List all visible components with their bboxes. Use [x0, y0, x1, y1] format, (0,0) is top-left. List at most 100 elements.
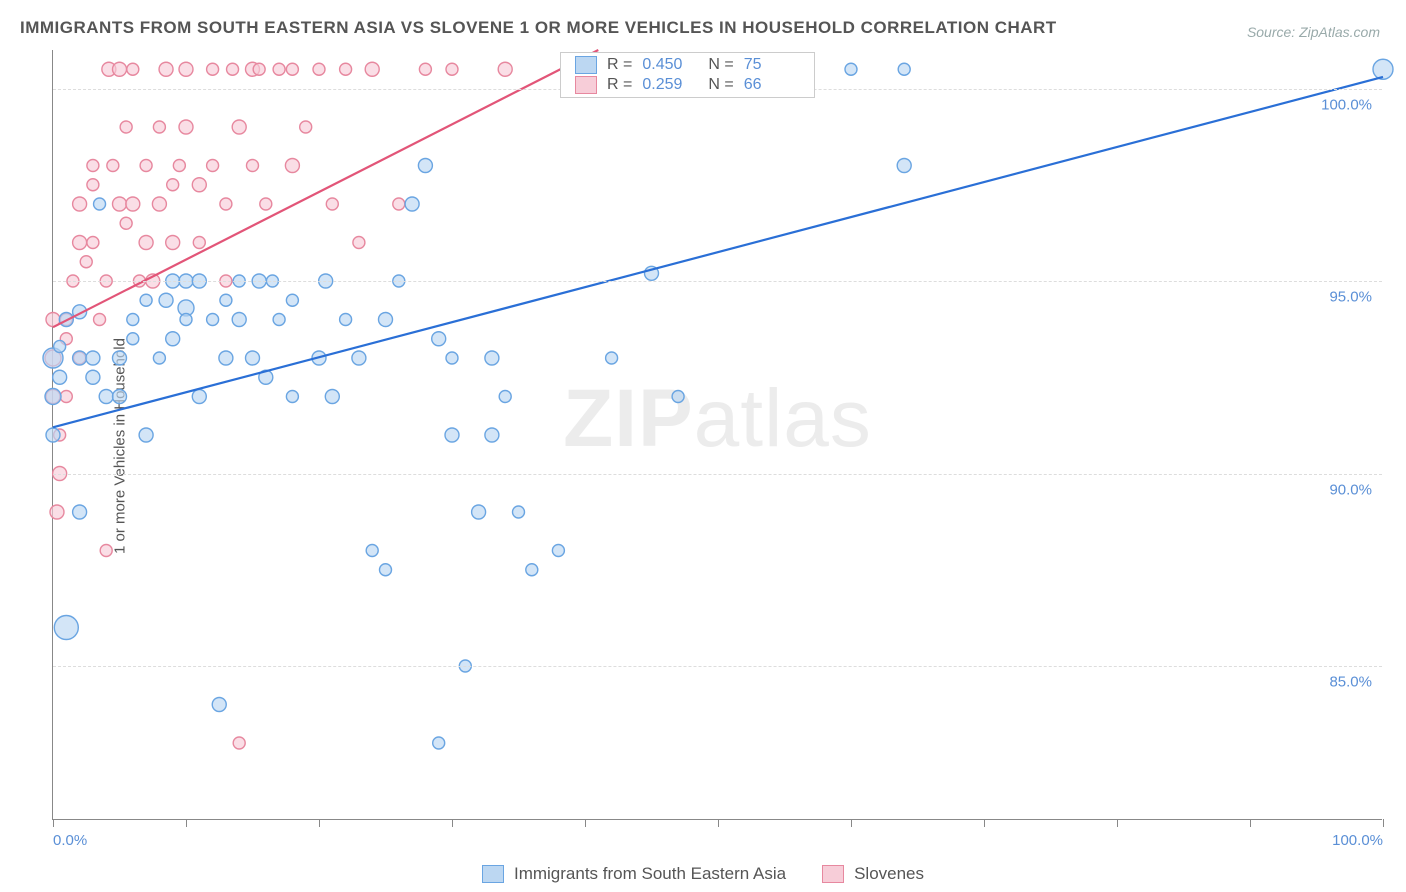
x-tick — [53, 819, 54, 827]
legend-row-series-1: R = 0.259 N = 66 — [561, 75, 814, 95]
swatch-series-0-bottom — [482, 865, 504, 883]
chart-title: IMMIGRANTS FROM SOUTH EASTERN ASIA VS SL… — [20, 18, 1057, 38]
data-point — [366, 545, 378, 557]
data-point — [418, 159, 432, 173]
data-point — [86, 351, 100, 365]
data-point — [127, 314, 139, 326]
data-point — [606, 352, 618, 364]
data-point — [87, 179, 99, 191]
data-point — [220, 294, 232, 306]
trend-line — [53, 77, 1383, 427]
data-point — [120, 121, 132, 133]
data-point — [432, 332, 446, 346]
data-point — [113, 62, 127, 76]
n-label: N = — [708, 76, 733, 94]
data-point — [100, 545, 112, 557]
data-point — [127, 63, 139, 75]
data-point — [485, 428, 499, 442]
source-credit: Source: ZipAtlas.com — [1247, 24, 1380, 40]
data-point — [247, 160, 259, 172]
plot-area: ZIPatlas 85.0%90.0%95.0%100.0%0.0%100.0% — [52, 50, 1382, 820]
y-tick-label: 90.0% — [1329, 481, 1372, 498]
r-label: R = — [607, 56, 632, 74]
data-point — [273, 314, 285, 326]
data-point — [94, 314, 106, 326]
data-point — [219, 351, 233, 365]
legend-label-1: Slovenes — [854, 864, 924, 884]
y-tick-label: 95.0% — [1329, 289, 1372, 306]
data-point — [153, 121, 165, 133]
data-point — [127, 333, 139, 345]
data-point — [472, 505, 486, 519]
data-point — [73, 505, 87, 519]
data-point — [227, 63, 239, 75]
data-point — [897, 159, 911, 173]
legend-row-series-0: R = 0.450 N = 75 — [561, 55, 814, 75]
data-point — [260, 198, 272, 210]
gridline — [53, 666, 1382, 667]
data-point — [107, 160, 119, 172]
data-point — [45, 389, 61, 405]
swatch-series-1-bottom — [822, 865, 844, 883]
x-tick-label: 100.0% — [1332, 832, 1383, 849]
r-value-1: 0.259 — [642, 76, 698, 94]
data-point — [54, 616, 78, 640]
data-point — [380, 564, 392, 576]
data-point — [513, 506, 525, 518]
data-point — [300, 121, 312, 133]
data-point — [139, 428, 153, 442]
data-point — [419, 63, 431, 75]
x-tick — [851, 819, 852, 827]
data-point — [1373, 59, 1393, 79]
gridline — [53, 474, 1382, 475]
data-point — [159, 293, 173, 307]
data-point — [120, 217, 132, 229]
data-point — [113, 351, 127, 365]
data-point — [87, 160, 99, 172]
data-point — [220, 198, 232, 210]
data-point — [313, 63, 325, 75]
data-point — [325, 390, 339, 404]
data-point — [433, 737, 445, 749]
data-point — [379, 313, 393, 327]
correlation-legend: R = 0.450 N = 75 R = 0.259 N = 66 — [560, 52, 815, 98]
data-point — [152, 197, 166, 211]
data-point — [113, 197, 127, 211]
data-point — [526, 564, 538, 576]
data-point — [179, 120, 193, 134]
data-point — [140, 160, 152, 172]
data-point — [80, 256, 92, 268]
x-tick — [1383, 819, 1384, 827]
data-point — [499, 391, 511, 403]
data-point — [50, 505, 64, 519]
data-point — [246, 351, 260, 365]
data-point — [273, 63, 285, 75]
x-tick — [984, 819, 985, 827]
x-tick-label: 0.0% — [53, 832, 87, 849]
swatch-series-1 — [575, 76, 597, 94]
swatch-series-0 — [575, 56, 597, 74]
data-point — [46, 428, 60, 442]
data-point — [672, 391, 684, 403]
x-tick — [319, 819, 320, 827]
data-point — [340, 63, 352, 75]
x-tick — [1117, 819, 1118, 827]
data-point — [54, 340, 66, 352]
data-point — [166, 332, 180, 346]
data-point — [159, 62, 173, 76]
data-point — [167, 179, 179, 191]
x-tick — [718, 819, 719, 827]
x-tick — [585, 819, 586, 827]
data-point — [192, 390, 206, 404]
data-point — [73, 351, 87, 365]
data-point — [898, 63, 910, 75]
data-point — [286, 63, 298, 75]
data-point — [340, 314, 352, 326]
data-point — [498, 62, 512, 76]
data-point — [445, 428, 459, 442]
data-point — [73, 236, 87, 250]
r-label: R = — [607, 76, 632, 94]
data-point — [286, 391, 298, 403]
data-point — [60, 391, 72, 403]
y-tick-label: 85.0% — [1329, 674, 1372, 691]
